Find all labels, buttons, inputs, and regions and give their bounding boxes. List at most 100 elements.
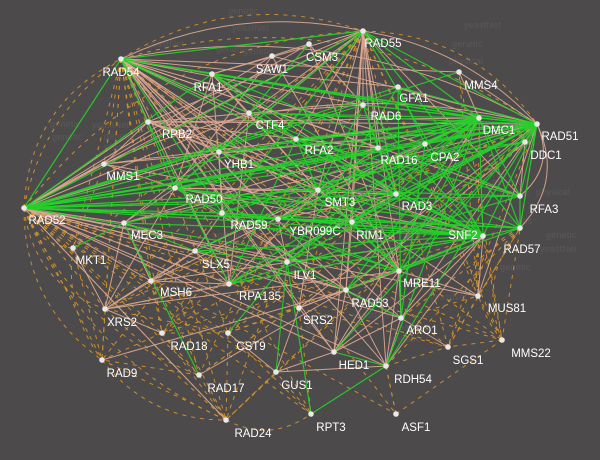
graph-node-csm3[interactable] <box>306 41 312 47</box>
edge-physical <box>298 289 347 309</box>
node-label-msh6: MSH6 <box>160 287 192 299</box>
node-label-dmc1: DMC1 <box>483 125 516 137</box>
edge-yeastnet <box>398 123 538 272</box>
edge-physical <box>333 270 400 353</box>
edge-physical <box>104 222 125 310</box>
edge-physical <box>227 332 277 373</box>
graph-node-rad9[interactable] <box>99 357 105 363</box>
graph-node-rfa3[interactable] <box>517 193 523 199</box>
node-label-xrs2: XRS2 <box>107 317 137 329</box>
graph-node-xrs2[interactable] <box>102 306 108 312</box>
edge-genetic <box>275 371 312 415</box>
edge-yeastnet <box>397 86 538 125</box>
graph-node-saw1[interactable] <box>269 53 275 59</box>
edge-yeastnet <box>519 123 538 229</box>
graph-node-rad54[interactable] <box>118 56 124 62</box>
graph-node-rad51[interactable] <box>534 121 540 127</box>
graph-node-asf1[interactable] <box>393 411 399 417</box>
edge-physical <box>345 221 353 291</box>
edge-genetic <box>23 207 103 361</box>
graph-node-rpb2[interactable] <box>145 119 151 125</box>
graph-node-rdh54[interactable] <box>383 363 389 369</box>
graph-node-snf2[interactable] <box>480 233 486 239</box>
watermark-text: genetic <box>104 131 135 141</box>
graph-node-smt3[interactable] <box>315 187 321 193</box>
node-label-gus1: GUS1 <box>281 380 312 392</box>
edge-genetic <box>23 58 122 209</box>
edge-yeastnet <box>228 195 521 285</box>
graph-node-rad18[interactable] <box>159 330 165 336</box>
edge-genetic <box>447 123 538 348</box>
graph-node-ilv1[interactable] <box>284 259 290 265</box>
graph-node-mre11[interactable] <box>396 268 402 274</box>
node-label-rad55: RAD55 <box>364 38 401 50</box>
graph-node-yhb1[interactable] <box>216 149 222 155</box>
graph-node-ddc1[interactable] <box>522 139 528 145</box>
node-layer[interactable] <box>21 28 540 423</box>
node-label-hed1: HED1 <box>339 360 370 372</box>
edge-genetic <box>120 58 503 341</box>
watermark-text: yeastNet <box>430 292 467 302</box>
graph-node-mec3[interactable] <box>121 220 127 226</box>
graph-node-mms4[interactable] <box>456 69 462 75</box>
graph-node-srs2[interactable] <box>296 305 302 311</box>
graph-node-mkt1[interactable] <box>70 245 76 251</box>
watermark-text: yeastNet <box>464 20 501 30</box>
graph-node-rpt3[interactable] <box>308 411 314 417</box>
graph-node-rad57[interactable] <box>517 225 523 231</box>
graph-node-mus81[interactable] <box>475 293 481 299</box>
graph-node-rpa135[interactable] <box>226 281 232 287</box>
graph-node-sgs1[interactable] <box>445 344 451 350</box>
graph-node-rfa1[interactable] <box>209 71 215 77</box>
edge-genetic <box>120 58 312 415</box>
edge-yeastnet <box>362 104 484 237</box>
node-label-rad17: RAD17 <box>207 383 244 395</box>
graph-node-rad50[interactable] <box>172 185 178 191</box>
graph-node-cpa2[interactable] <box>422 141 428 147</box>
graph-node-rad16[interactable] <box>375 145 381 151</box>
edge-yeastnet <box>395 117 480 195</box>
graph-node-ctf4[interactable] <box>246 110 252 116</box>
edge-physical <box>277 189 319 220</box>
graph-node-rad52[interactable] <box>21 205 27 211</box>
graph-node-rim1[interactable] <box>349 219 355 225</box>
graph-node-hed1[interactable] <box>331 349 337 355</box>
graph-node-rad3[interactable] <box>393 191 399 197</box>
watermark-text: genetic <box>52 132 83 142</box>
graph-node-rfa2[interactable] <box>293 136 299 142</box>
graph-node-aro1[interactable] <box>398 315 404 321</box>
watermark-text: genetic <box>546 230 577 240</box>
edge-yeastnet <box>218 117 480 153</box>
graph-node-rad6[interactable] <box>360 102 366 108</box>
edge-genetic <box>23 207 397 415</box>
edge-physical <box>385 270 400 367</box>
graph-node-mms22[interactable] <box>499 337 505 343</box>
graph-node-dmc1[interactable] <box>476 115 482 121</box>
graph-node-slx5[interactable] <box>192 248 198 254</box>
node-label-rim1: RIM1 <box>356 230 383 242</box>
graph-node-ybr099c[interactable] <box>275 216 281 222</box>
watermark-text: yeastNet <box>232 23 269 33</box>
edge-genetic <box>23 207 74 249</box>
graph-node-gfa1[interactable] <box>395 84 401 90</box>
graph-node-rad17[interactable] <box>196 372 202 378</box>
edge-yeastnet <box>123 141 526 224</box>
edge-genetic <box>120 37 538 125</box>
edge-genetic <box>400 227 521 319</box>
graph-node-rad55[interactable] <box>360 28 366 34</box>
graph-node-msh6[interactable] <box>148 278 154 284</box>
graph-node-cst9[interactable] <box>225 330 231 336</box>
graph-node-rad59[interactable] <box>219 210 225 216</box>
edge-genetic <box>161 332 200 376</box>
edge-yeastnet <box>482 123 538 237</box>
edge-yeastnet <box>310 365 387 415</box>
graph-node-gus1[interactable] <box>273 369 279 375</box>
graph-node-rad24[interactable] <box>223 417 229 423</box>
edge-physical <box>275 307 300 373</box>
graph-node-mms1[interactable] <box>101 161 107 167</box>
edge-physical <box>271 43 310 57</box>
graph-node-rad53[interactable] <box>343 287 349 293</box>
edge-physical <box>123 222 347 291</box>
